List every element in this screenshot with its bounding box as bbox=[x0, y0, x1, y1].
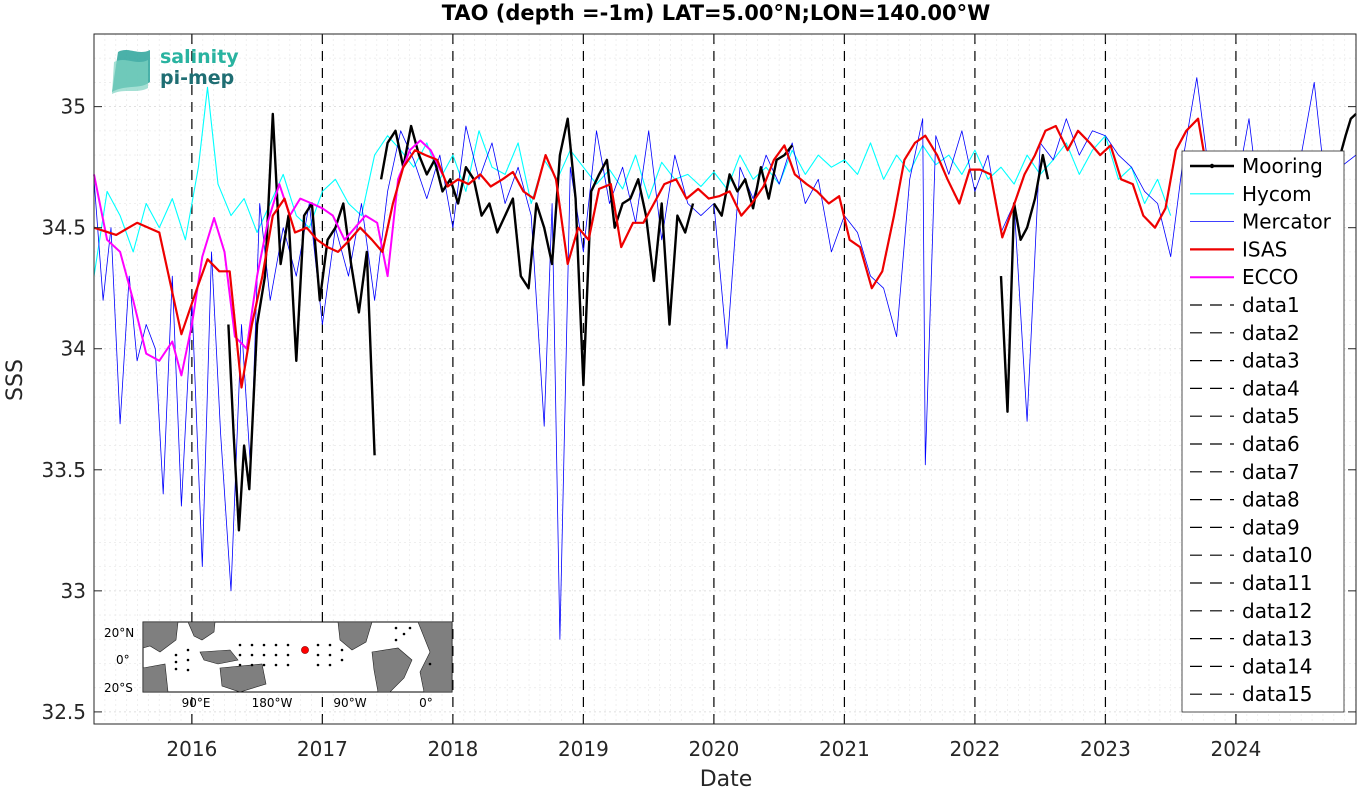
legend-label: data2 bbox=[1242, 321, 1300, 345]
axis-ticks: 2016 2017 2018 2019 2020 2021 2022 2023 2024 32.5… bbox=[41, 34, 1356, 761]
legend-item-data11: data11 bbox=[1190, 571, 1313, 595]
legend-item-data13: data13 bbox=[1190, 627, 1313, 651]
inset-map-land bbox=[142, 621, 453, 693]
y-tick-label: 33.5 bbox=[41, 458, 86, 482]
legend-label: data13 bbox=[1242, 627, 1313, 651]
legend-label: ECCO bbox=[1242, 265, 1298, 289]
series-line-isas bbox=[93, 117, 1222, 389]
x-tick-label: 2022 bbox=[949, 737, 1000, 761]
x-tick-label: 2017 bbox=[297, 737, 348, 761]
x-tick-label: 2016 bbox=[166, 737, 217, 761]
legend: Mooring Hycom Mercator ISAS ECCO data1 data2 da… bbox=[1181, 150, 1345, 713]
legend-label: data14 bbox=[1242, 654, 1313, 678]
legend-label: data7 bbox=[1242, 460, 1300, 484]
x-tick-label: 2021 bbox=[819, 737, 870, 761]
series-line-ecco bbox=[93, 139, 444, 377]
legend-item-data15: data15 bbox=[1190, 682, 1313, 706]
legend-item-data9: data9 bbox=[1190, 515, 1300, 539]
inset-x-label-90e: 90°E bbox=[182, 696, 211, 710]
series-line-mooring bbox=[227, 112, 1357, 532]
plot-frame bbox=[93, 33, 1357, 725]
series-lines bbox=[93, 77, 1357, 640]
x-tick-label: 2019 bbox=[558, 737, 609, 761]
salinity-pi-mep-logo: salinity pi-mep bbox=[112, 46, 239, 94]
y-tick-label: 35 bbox=[61, 95, 86, 119]
inset-x-label-0: 0° bbox=[419, 696, 433, 710]
legend-item-data14: data14 bbox=[1190, 654, 1313, 678]
legend-label: data8 bbox=[1242, 488, 1300, 512]
legend-label: Hycom bbox=[1242, 182, 1312, 206]
legend-label: data6 bbox=[1242, 432, 1300, 456]
legend-label: data10 bbox=[1242, 543, 1313, 567]
legend-label: data11 bbox=[1242, 571, 1313, 595]
legend-box bbox=[1181, 150, 1345, 713]
legend-label: ISAS bbox=[1242, 237, 1287, 261]
inset-map: 20°N 0° 20°S 90°E 180°W 90°W 0° bbox=[104, 621, 453, 710]
legend-item-data6: data6 bbox=[1190, 432, 1300, 456]
logo-text-line2: pi-mep bbox=[160, 67, 234, 89]
legend-label: Mooring bbox=[1242, 154, 1323, 178]
legend-label: data9 bbox=[1242, 515, 1300, 539]
legend-label: data15 bbox=[1242, 682, 1313, 706]
y-axis-label: SSS bbox=[3, 359, 28, 401]
legend-item-data8: data8 bbox=[1190, 488, 1300, 512]
legend-item-data12: data12 bbox=[1190, 599, 1313, 623]
legend-item-data2: data2 bbox=[1190, 321, 1300, 345]
legend-label: data3 bbox=[1242, 349, 1300, 373]
inset-map-station-marker bbox=[301, 646, 309, 654]
legend-item-mooring: Mooring bbox=[1190, 154, 1323, 178]
legend-item-data3: data3 bbox=[1190, 349, 1300, 373]
legend-item-mercator: Mercator bbox=[1190, 210, 1332, 234]
x-tick-label: 2018 bbox=[427, 737, 478, 761]
x-axis-label: Date bbox=[700, 767, 753, 790]
legend-marker bbox=[1209, 163, 1215, 169]
y-tick-label: 34.5 bbox=[41, 216, 86, 240]
legend-label: data12 bbox=[1242, 599, 1313, 623]
inset-y-label-0: 0° bbox=[116, 653, 130, 667]
legend-label: data4 bbox=[1242, 376, 1300, 400]
legend-item-data1: data1 bbox=[1190, 293, 1300, 317]
chart-title: TAO (depth =-1m) LAT=5.00°N;LON=140.00°W bbox=[442, 1, 991, 25]
legend-item-data4: data4 bbox=[1190, 376, 1300, 400]
legend-label: Mercator bbox=[1242, 210, 1332, 234]
y-tick-label: 34 bbox=[61, 337, 86, 361]
inset-y-label-20s: 20°S bbox=[104, 681, 133, 695]
x-tick-label: 2020 bbox=[688, 737, 739, 761]
inset-x-label-90w: 90°W bbox=[333, 696, 366, 710]
legend-item-data5: data5 bbox=[1190, 404, 1300, 428]
x-tick-label: 2024 bbox=[1210, 737, 1261, 761]
legend-item-data7: data7 bbox=[1190, 460, 1300, 484]
logo-text-line1: salinity bbox=[160, 46, 239, 68]
inset-y-label-20n: 20°N bbox=[104, 626, 134, 640]
x-tick-label: 2023 bbox=[1080, 737, 1131, 761]
legend-label: data1 bbox=[1242, 293, 1300, 317]
legend-item-data10: data10 bbox=[1190, 543, 1313, 567]
y-tick-label: 32.5 bbox=[41, 700, 86, 724]
legend-item-hycom: Hycom bbox=[1190, 182, 1312, 206]
legend-label: data5 bbox=[1242, 404, 1300, 428]
y-tick-label: 33 bbox=[61, 579, 86, 603]
inset-map-buoys bbox=[174, 626, 432, 672]
legend-item-isas: ISAS bbox=[1190, 237, 1287, 261]
inset-x-label-180w: 180°W bbox=[252, 696, 293, 710]
legend-item-ecco: ECCO bbox=[1190, 265, 1298, 289]
